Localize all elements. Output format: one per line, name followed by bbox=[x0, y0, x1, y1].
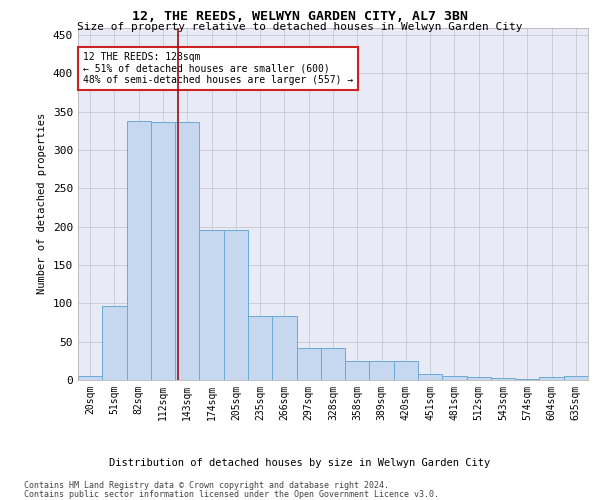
Text: 12 THE REEDS: 128sqm
← 51% of detached houses are smaller (600)
48% of semi-deta: 12 THE REEDS: 128sqm ← 51% of detached h… bbox=[83, 52, 353, 86]
Text: Size of property relative to detached houses in Welwyn Garden City: Size of property relative to detached ho… bbox=[77, 22, 523, 32]
Bar bbox=[175, 122, 199, 380]
Bar bbox=[296, 348, 321, 380]
Bar bbox=[321, 348, 345, 380]
Bar bbox=[151, 122, 175, 380]
Bar bbox=[102, 306, 127, 380]
Bar bbox=[127, 121, 151, 380]
Bar bbox=[248, 316, 272, 380]
Bar bbox=[564, 376, 588, 380]
Text: Distribution of detached houses by size in Welwyn Garden City: Distribution of detached houses by size … bbox=[109, 458, 491, 468]
Bar bbox=[418, 374, 442, 380]
Bar bbox=[442, 376, 467, 380]
Bar bbox=[78, 376, 102, 380]
Y-axis label: Number of detached properties: Number of detached properties bbox=[37, 113, 47, 294]
Bar bbox=[491, 378, 515, 380]
Bar bbox=[345, 361, 370, 380]
Bar bbox=[394, 361, 418, 380]
Bar bbox=[515, 379, 539, 380]
Text: Contains public sector information licensed under the Open Government Licence v3: Contains public sector information licen… bbox=[24, 490, 439, 499]
Bar bbox=[272, 316, 296, 380]
Bar bbox=[370, 361, 394, 380]
Text: 12, THE REEDS, WELWYN GARDEN CITY, AL7 3BN: 12, THE REEDS, WELWYN GARDEN CITY, AL7 3… bbox=[132, 10, 468, 23]
Bar bbox=[539, 377, 564, 380]
Text: Contains HM Land Registry data © Crown copyright and database right 2024.: Contains HM Land Registry data © Crown c… bbox=[24, 481, 389, 490]
Bar bbox=[224, 230, 248, 380]
Bar bbox=[199, 230, 224, 380]
Bar bbox=[467, 377, 491, 380]
